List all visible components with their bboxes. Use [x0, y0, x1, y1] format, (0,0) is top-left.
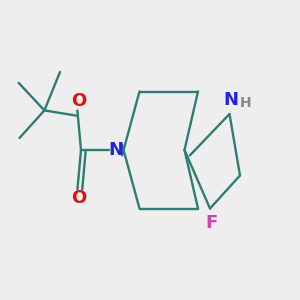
Text: H: H	[239, 96, 251, 110]
Text: N: N	[108, 141, 123, 159]
Text: O: O	[71, 92, 86, 110]
Text: F: F	[206, 214, 218, 232]
Text: O: O	[71, 189, 86, 207]
Text: N: N	[224, 91, 238, 109]
